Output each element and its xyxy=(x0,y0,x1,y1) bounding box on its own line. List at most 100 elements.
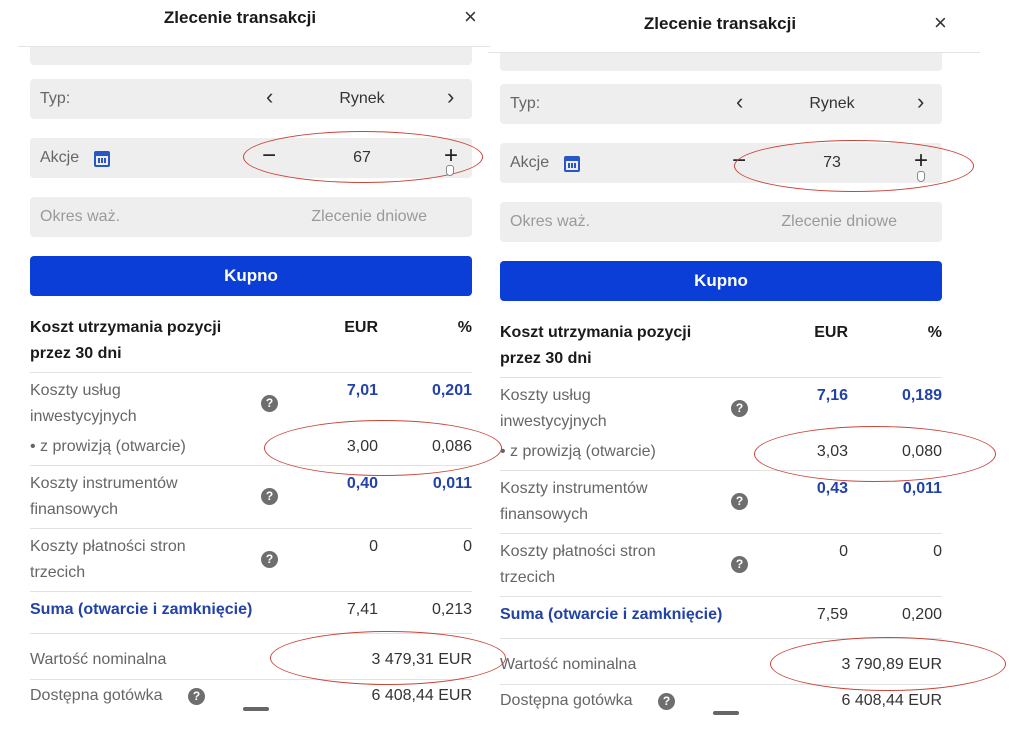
nominal-value-label: Wartość nominalna xyxy=(500,656,637,673)
available-cash-label: Dostępna gotówka xyxy=(30,687,163,704)
chevron-left-icon[interactable]: ‹ xyxy=(266,84,274,109)
available-cash-label: Dostępna gotówka xyxy=(500,692,633,709)
validity-label: Okres waż. xyxy=(510,213,591,230)
shares-label: Akcje xyxy=(510,154,550,171)
divider xyxy=(500,638,942,639)
third-party-costs-pct: 0 xyxy=(463,538,472,555)
buy-button[interactable]: Kupno xyxy=(500,261,942,301)
sum-link[interactable]: Suma (otwarcie i zamknięcie) xyxy=(30,601,253,618)
plus-icon[interactable]: + xyxy=(914,147,929,174)
chevron-right-icon[interactable]: › xyxy=(917,89,925,114)
close-icon[interactable]: × xyxy=(464,4,477,29)
minus-icon[interactable]: − xyxy=(732,147,747,174)
header-divider xyxy=(488,52,980,53)
instrument-costs-eur[interactable]: 0,40 xyxy=(346,475,378,492)
costs-heading-line1: Koszt utrzymania pozycji xyxy=(500,324,692,341)
shares-quantity-input[interactable]: 67 xyxy=(353,149,371,166)
divider xyxy=(500,377,942,378)
help-icon[interactable]: ? xyxy=(261,551,278,568)
minus-icon[interactable]: − xyxy=(262,142,277,169)
instrument-costs-pct[interactable]: 0,011 xyxy=(432,475,472,492)
pointer-icon xyxy=(446,165,454,176)
commission-eur: 3,00 xyxy=(346,438,378,455)
chevron-left-icon[interactable]: ‹ xyxy=(736,89,744,114)
investment-costs-pct[interactable]: 0,201 xyxy=(431,382,472,399)
third-party-costs-label-2: trzecich xyxy=(30,564,86,581)
help-icon[interactable]: ? xyxy=(188,688,205,705)
help-icon[interactable]: ? xyxy=(731,493,748,510)
calculator-icon[interactable] xyxy=(94,151,110,167)
investment-costs-eur[interactable]: 7,16 xyxy=(816,387,848,404)
investment-costs-pct[interactable]: 0,189 xyxy=(901,387,942,404)
validity-value: Zlecenie dniowe xyxy=(311,208,427,225)
shares-quantity-input[interactable]: 73 xyxy=(823,154,841,171)
investment-costs-label: Koszty usług xyxy=(500,387,591,404)
sum-pct: 0,213 xyxy=(431,601,472,618)
instrument-costs-pct[interactable]: 0,011 xyxy=(902,480,942,497)
help-icon[interactable]: ? xyxy=(731,400,748,417)
shares-label: Akcje xyxy=(40,149,80,166)
sum-eur: 7,41 xyxy=(346,601,378,618)
sum-eur: 7,59 xyxy=(816,606,848,623)
commission-label: • z prowizją (otwarcie) xyxy=(500,443,656,460)
partial-field xyxy=(500,53,942,71)
third-party-costs-eur: 0 xyxy=(839,543,848,560)
instrument-costs-eur[interactable]: 0,43 xyxy=(816,480,848,497)
instrument-costs-label-2: finansowych xyxy=(30,501,119,518)
instrument-costs-label: Koszty instrumentów xyxy=(30,475,178,492)
divider xyxy=(500,684,942,685)
costs-heading-line2: przez 30 dni xyxy=(500,350,592,367)
help-icon[interactable]: ? xyxy=(261,395,278,412)
home-indicator xyxy=(713,711,739,715)
divider xyxy=(30,591,472,592)
validity-value: Zlecenie dniowe xyxy=(781,213,897,230)
order-type-row: Typ: ‹ Rynek › xyxy=(500,84,942,124)
divider xyxy=(30,528,472,529)
third-party-costs-label: Koszty płatności stron xyxy=(500,543,656,560)
investment-costs-label: Koszty usług xyxy=(30,382,121,399)
divider xyxy=(500,470,942,471)
sum-pct: 0,200 xyxy=(901,606,942,623)
order-panel-right: Zlecenie transakcji × Typ: ‹ Rynek › Akc… xyxy=(488,0,980,742)
third-party-costs-label: Koszty płatności stron xyxy=(30,538,186,555)
pointer-icon xyxy=(917,171,925,182)
investment-costs-eur[interactable]: 7,01 xyxy=(346,382,378,399)
calculator-icon[interactable] xyxy=(564,156,580,172)
buy-button[interactable]: Kupno xyxy=(30,256,472,296)
plus-icon[interactable]: + xyxy=(444,142,459,169)
divider xyxy=(30,465,472,466)
shares-row: Akcje − 67 + xyxy=(30,138,472,178)
commission-label: • z prowizją (otwarcie) xyxy=(30,438,186,455)
commission-pct: 0,080 xyxy=(901,443,942,460)
order-panel-left: Zlecenie transakcji × Typ: ‹ Rynek › Akc… xyxy=(18,0,490,742)
help-icon[interactable]: ? xyxy=(658,693,675,710)
costs-heading-line2: przez 30 dni xyxy=(30,345,122,362)
third-party-costs-pct: 0 xyxy=(933,543,942,560)
order-type-value: Rynek xyxy=(809,95,855,112)
third-party-costs-label-2: trzecich xyxy=(500,569,556,586)
header-divider xyxy=(18,46,490,47)
divider xyxy=(500,596,942,597)
partial-field xyxy=(30,47,472,65)
help-icon[interactable]: ? xyxy=(731,556,748,573)
nominal-value-label: Wartość nominalna xyxy=(30,651,167,668)
order-type-label: Typ: xyxy=(40,90,71,107)
help-icon[interactable]: ? xyxy=(261,488,278,505)
investment-costs-label-2: inwestycyjnych xyxy=(30,408,137,425)
costs-heading-line1: Koszt utrzymania pozycji xyxy=(30,319,222,336)
dialog-title: Zlecenie transakcji xyxy=(643,14,797,33)
commission-pct: 0,086 xyxy=(431,438,472,455)
validity-label: Okres waż. xyxy=(40,208,121,225)
validity-row[interactable]: Okres waż. Zlecenie dniowe xyxy=(30,197,472,237)
sum-link[interactable]: Suma (otwarcie i zamknięcie) xyxy=(500,606,723,623)
chevron-right-icon[interactable]: › xyxy=(447,84,455,109)
validity-row[interactable]: Okres waż. Zlecenie dniowe xyxy=(500,202,942,242)
available-cash-value: 6 408,44 EUR xyxy=(841,692,942,709)
close-icon[interactable]: × xyxy=(934,10,947,35)
column-eur-header: EUR xyxy=(814,324,848,341)
dialog-title: Zlecenie transakcji xyxy=(163,8,317,27)
home-indicator xyxy=(243,707,269,711)
column-pct-header: % xyxy=(457,319,472,336)
order-type-value: Rynek xyxy=(339,90,385,107)
nominal-value: 3 790,89 EUR xyxy=(841,656,942,673)
